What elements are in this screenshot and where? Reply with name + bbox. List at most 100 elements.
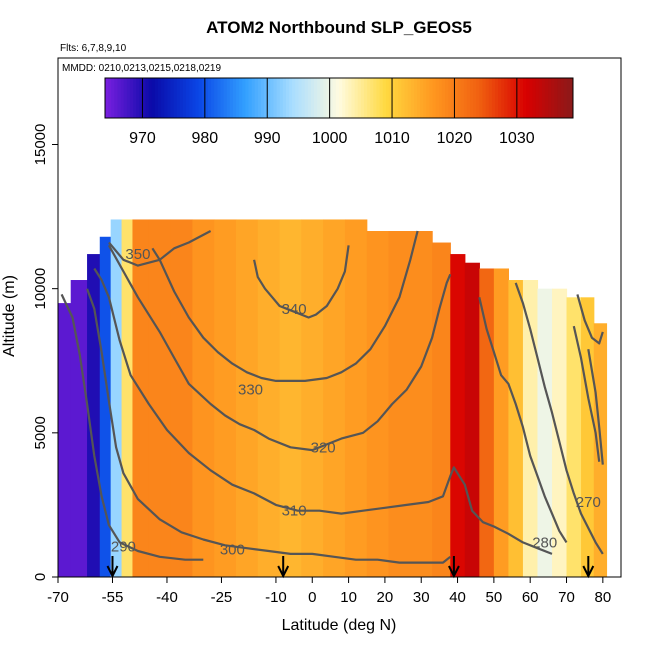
colorbar-segment (482, 78, 487, 118)
colorbar-segment (529, 78, 533, 118)
colorbar-segment (170, 78, 175, 118)
colorbar-segment (226, 78, 231, 118)
colorbar-segment (504, 78, 508, 118)
colorbar-segment (183, 78, 187, 118)
colorbar-segment (382, 78, 387, 118)
colorbar-segment (392, 78, 396, 118)
colorbar-segment (485, 78, 490, 118)
colorbar-segment (407, 78, 412, 118)
y-tick-label: 0 (32, 573, 49, 581)
colorbar-segment (401, 78, 406, 118)
contour-line (478, 297, 568, 543)
flight-markers (106, 556, 595, 579)
colorbar-segment (245, 78, 250, 118)
slp-column (110, 219, 123, 577)
x-tick-label: -40 (156, 589, 178, 606)
slp-column (214, 219, 237, 577)
contour-label: 350 (125, 246, 150, 263)
colorbar-segment (301, 78, 306, 118)
x-tick-label: 80 (594, 589, 611, 606)
slp-column (388, 231, 411, 577)
colorbar-segment (123, 78, 128, 118)
colorbar-segment (292, 78, 296, 118)
colorbar-tick-label: 980 (191, 130, 218, 147)
colorbar-tick-label: 1000 (312, 130, 348, 147)
colorbar-segment (410, 78, 415, 118)
colorbar-segment (295, 78, 299, 118)
x-tick-label: 0 (308, 589, 316, 606)
colorbar-segment (307, 78, 312, 118)
colorbar-segment (373, 78, 377, 118)
colorbar-segment (154, 78, 159, 118)
colorbar-segment (563, 78, 568, 118)
colorbar-segment (270, 78, 274, 118)
slp-column (464, 262, 480, 577)
colorbar-segment (404, 78, 409, 118)
flight-arrow-head (448, 565, 460, 579)
colorbar-segment (354, 78, 359, 118)
colorbar-segment (201, 78, 206, 118)
colorbar-segment (441, 78, 446, 118)
colorbar-segment (279, 78, 284, 118)
x-tick-label: 20 (377, 589, 394, 606)
colorbar-segment (345, 78, 349, 118)
colorbar-segment (285, 78, 290, 118)
colorbar-segment (460, 78, 465, 118)
colorbar-segment (314, 78, 318, 118)
x-tick-label: -70 (47, 589, 69, 606)
slp-column (323, 219, 346, 577)
x-axis: -70 -55 -40 -25 -10 0 10 20 30 40 50 60 70 80 (47, 576, 611, 606)
colorbar-segment (395, 78, 399, 118)
slp-column (148, 219, 172, 577)
colorbar-segment (317, 78, 321, 118)
slp-column (522, 280, 539, 577)
colorbar-segment (488, 78, 493, 118)
colorbar-segment (186, 78, 190, 118)
colorbar-segment (214, 78, 218, 118)
colorbar-segment (423, 78, 427, 118)
x-tick-label: -10 (265, 589, 287, 606)
colorbar-segment (136, 78, 140, 118)
contour-label: 270 (576, 494, 601, 511)
colorbar-segment (223, 78, 228, 118)
contour-line (86, 288, 451, 564)
contour-line (93, 267, 553, 555)
colorbar-segment (198, 78, 203, 118)
y-axis-label: Altitude (m) (1, 275, 18, 357)
heatmap-area (58, 219, 608, 577)
flight-arrow-head (106, 565, 119, 579)
colorbar-segment (220, 78, 225, 118)
colorbar-segment (120, 78, 125, 118)
colorbar-segment (448, 78, 452, 118)
contour-line (151, 230, 419, 382)
slp-column (99, 236, 112, 577)
slp-column (432, 242, 451, 577)
contour-label: 300 (220, 542, 245, 559)
colorbar-segment (398, 78, 402, 118)
colorbar-segment (526, 78, 530, 118)
colorbar-segment (276, 78, 281, 118)
colorbar-segment (535, 78, 540, 118)
colorbar-segment (339, 78, 343, 118)
slp-column (87, 254, 101, 577)
colorbar-segment (173, 78, 178, 118)
colorbar-segment (519, 78, 524, 118)
colorbar-segment (457, 78, 462, 118)
colorbar-segment (454, 78, 459, 118)
contour-lines: 290 300 310 320 330 340 350 280 270 (60, 230, 604, 564)
contour-line (587, 349, 604, 465)
colorbar-segment (548, 78, 552, 118)
colorbar-segment (379, 78, 384, 118)
contour-label: 340 (282, 301, 307, 318)
contour-label: 290 (111, 539, 136, 556)
colorbar-segment (438, 78, 443, 118)
x-tick-label: 10 (340, 589, 357, 606)
x-tick-label: -25 (211, 589, 233, 606)
colorbar-segment (211, 78, 215, 118)
colorbar-segment (513, 78, 518, 118)
colorbar-segment (426, 78, 430, 118)
colorbar-segment (569, 78, 574, 118)
colorbar-segment (195, 78, 200, 118)
colorbar-segment (554, 78, 558, 118)
